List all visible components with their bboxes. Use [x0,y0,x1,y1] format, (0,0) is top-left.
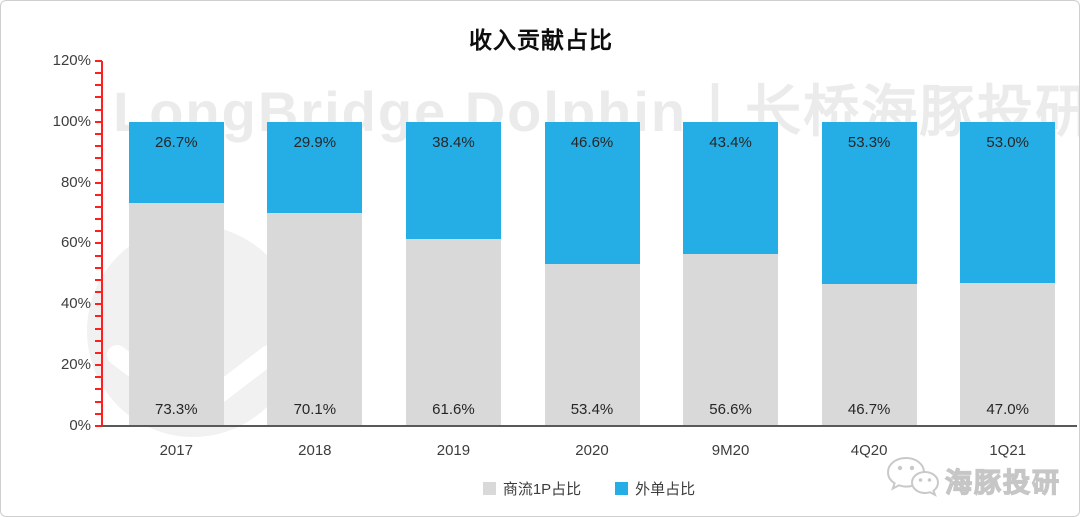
y-axis-tick-mark [95,412,102,415]
legend-swatch [482,482,496,495]
y-axis-tick-label: 0% [69,417,91,434]
legend-label: 商流1P占比 [502,481,582,498]
data-label-外单占比: 46.6% [570,133,614,151]
data-label-外单占比: 29.9% [293,133,337,151]
x-axis-category-label: 1Q21 [989,442,1027,459]
data-label-商流1P占比: 70.1% [293,401,337,418]
y-axis-tick-mark [95,376,102,379]
y-axis-tick-mark [95,254,102,257]
bar-segment-商流1P占比 [128,203,224,426]
y-axis-tick-label: 20% [60,356,91,374]
y-axis-tick-mark [95,351,102,354]
y-axis-tick-mark [95,315,102,318]
bar-segment-商流1P占比 [683,253,779,426]
y-axis-tick-mark [95,157,102,160]
bar-segment-外单占比 [405,121,501,239]
y-axis-tick-mark [95,278,102,281]
bar-segment-外单占比 [128,121,224,204]
legend-item-外单占比: 外单占比 [615,478,695,499]
y-axis-tick-label: 80% [60,173,91,191]
y-axis-tick-mark [95,96,102,99]
y-axis-tick-mark [95,425,102,427]
bar-segment-外单占比 [960,121,1056,284]
y-axis-tick-label: 60% [60,234,91,252]
data-label-商流1P占比: 56.6% [709,401,752,418]
y-axis-line [101,61,103,427]
data-label-外单占比: 43.4% [709,133,752,151]
x-axis-category-label: 2017 [159,442,193,459]
legend-swatch [615,482,629,495]
data-label-商流1P占比: 46.7% [847,401,891,418]
y-axis-tick-mark [95,84,102,87]
x-axis-category-label: 2018 [298,442,332,459]
bar-segment-商流1P占比 [267,212,363,426]
y-axis-tick-mark [95,230,102,233]
x-axis-category-label: 2020 [575,442,609,459]
y-axis-tick-mark [95,291,102,294]
y-axis-tick-mark [95,327,102,330]
x-axis-category-label: 2019 [436,442,471,459]
data-label-外单占比: 26.7% [155,133,198,151]
brand-name: 海豚投研 [944,467,1061,498]
chart-legend: 商流1P占比 外单占比 [101,478,1077,499]
data-label-外单占比: 53.3% [847,133,891,151]
x-axis-category-label: 9M20 [711,442,750,459]
wechat-icon [885,454,940,507]
data-label-外单占比: 53.0% [986,133,1029,151]
y-axis-tick-mark [95,59,102,62]
data-label-商流1P占比: 53.4% [570,401,614,418]
y-axis-tick-mark [95,120,102,123]
y-axis-tick-mark [95,242,102,245]
y-axis-tick-mark [95,266,102,269]
y-axis-tick-mark [95,72,102,75]
y-axis-tick-mark [95,181,102,184]
data-label-商流1P占比: 47.0% [986,401,1029,418]
y-axis-tick-mark [95,388,102,391]
y-axis-tick-mark [95,205,102,208]
y-axis-tick-mark [95,193,102,196]
y-axis-tick-label: 40% [60,295,91,313]
legend-item-商流1P占比: 商流1P占比 [482,478,582,499]
bar-segment-商流1P占比 [821,283,917,426]
bar-segment-外单占比 [544,121,640,264]
page-title: 收入贡献占比 [469,27,613,53]
branding-footer: 海豚投研 [885,454,1061,507]
y-axis-tick-mark [95,364,102,367]
bar-segment-商流1P占比 [405,238,501,426]
y-axis-tick-mark [95,132,102,135]
bar-segment-外单占比 [821,121,917,284]
bar-segment-商流1P占比 [544,263,640,426]
x-axis-line [101,425,1077,427]
bar-segment-外单占比 [683,121,779,254]
y-axis-tick-mark [95,339,102,342]
bar-segment-商流1P占比 [960,283,1056,426]
data-label-商流1P占比: 73.3% [155,401,198,418]
y-axis-tick-mark [95,108,102,111]
y-axis-tick-mark [95,169,102,172]
legend-label: 外单占比 [635,481,696,498]
data-label-外单占比: 38.4% [432,133,475,151]
y-axis-tick-mark [95,303,102,306]
y-axis-tick-label: 120% [52,51,91,69]
bar-segment-外单占比 [267,121,363,213]
y-axis-tick-mark [95,400,102,403]
y-axis-tick-mark [95,145,102,148]
y-axis-tick-mark [95,218,102,221]
data-label-商流1P占比: 61.6% [432,401,475,418]
x-axis-category-label: 4Q20 [850,442,888,459]
y-axis-tick-label: 100% [52,112,91,130]
